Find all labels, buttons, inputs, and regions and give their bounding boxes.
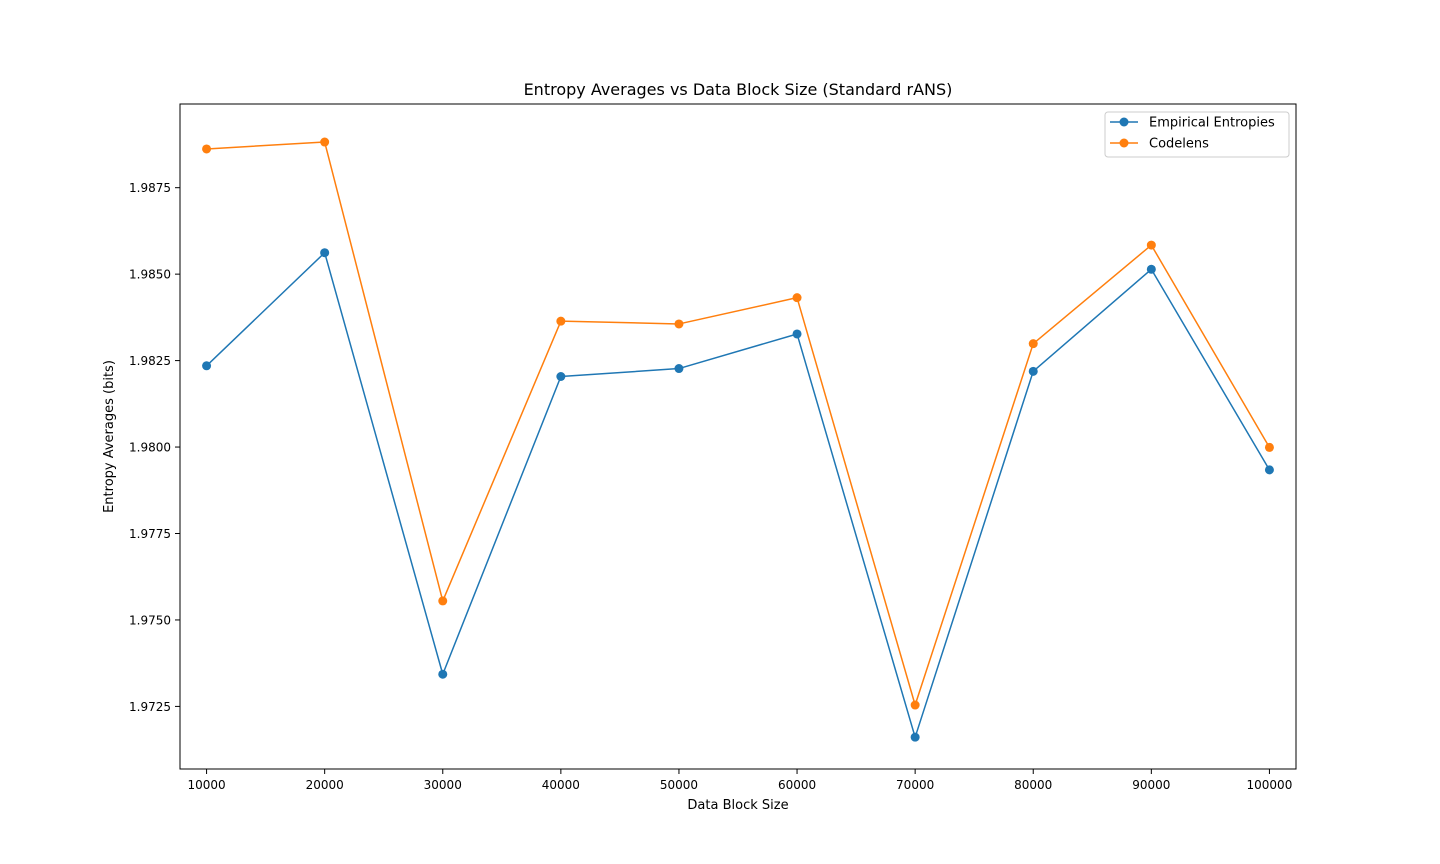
chart-title: Entropy Averages vs Data Block Size (Sta… bbox=[524, 80, 953, 99]
data-point bbox=[320, 248, 330, 258]
x-tick-label: 50000 bbox=[660, 778, 698, 792]
data-point bbox=[202, 144, 212, 154]
legend-label: Codelens bbox=[1149, 137, 1209, 152]
series-line bbox=[206, 251, 1271, 738]
data-point bbox=[792, 293, 802, 303]
x-tick-label: 60000 bbox=[778, 778, 816, 792]
legend-label: Empirical Entropies bbox=[1149, 116, 1275, 131]
data-point bbox=[202, 361, 212, 371]
y-axis-label: Entropy Averages (bits) bbox=[102, 360, 117, 513]
series-layer bbox=[202, 137, 1274, 742]
y-tick-label: 1.9775 bbox=[129, 527, 171, 541]
y-tick-label: 1.9725 bbox=[129, 700, 171, 714]
x-tick-label: 70000 bbox=[896, 778, 934, 792]
data-point bbox=[674, 364, 684, 374]
plot-frame bbox=[179, 103, 1297, 770]
series-line bbox=[206, 141, 1271, 706]
data-point bbox=[674, 319, 684, 329]
plot-area bbox=[179, 103, 1297, 770]
series-1 bbox=[202, 248, 1274, 742]
data-point bbox=[1264, 442, 1274, 452]
data-point bbox=[556, 316, 566, 326]
legend: Empirical Entropies Codelens bbox=[1104, 111, 1290, 158]
data-point bbox=[438, 596, 448, 606]
data-point bbox=[910, 732, 920, 742]
y-tick-label: 1.9825 bbox=[129, 354, 171, 368]
data-point bbox=[320, 137, 330, 147]
y-tick-label: 1.9850 bbox=[129, 268, 171, 282]
legend-marker bbox=[1119, 117, 1129, 127]
x-axis: 10000 20000 30000 40000 50000 60000 70000 80000… bbox=[187, 769, 1292, 792]
x-tick-label: 10000 bbox=[187, 778, 225, 792]
legend-marker bbox=[1119, 138, 1129, 148]
data-point bbox=[1028, 339, 1038, 349]
x-tick-label: 80000 bbox=[1014, 778, 1052, 792]
data-point bbox=[556, 372, 566, 382]
x-tick-label: 40000 bbox=[542, 778, 580, 792]
data-point bbox=[1028, 366, 1038, 376]
data-point bbox=[792, 329, 802, 339]
data-point bbox=[1264, 465, 1274, 475]
x-axis-label: Data Block Size bbox=[687, 798, 788, 813]
x-tick-label: 100000 bbox=[1247, 778, 1293, 792]
data-point bbox=[910, 700, 920, 710]
x-tick-label: 30000 bbox=[424, 778, 462, 792]
data-point bbox=[1146, 240, 1156, 250]
y-tick-label: 1.9875 bbox=[129, 181, 171, 195]
data-point bbox=[1146, 264, 1156, 274]
data-point bbox=[438, 669, 448, 679]
x-tick-label: 90000 bbox=[1132, 778, 1170, 792]
series-2 bbox=[202, 137, 1274, 710]
legend-box bbox=[1104, 111, 1290, 158]
y-tick-label: 1.9800 bbox=[129, 441, 171, 455]
y-tick-label: 1.9750 bbox=[129, 613, 171, 627]
y-axis: 1.9725 1.9750 1.9775 1.9800 1.9825 1.9850 1.98… bbox=[129, 181, 180, 714]
x-tick-label: 20000 bbox=[306, 778, 344, 792]
